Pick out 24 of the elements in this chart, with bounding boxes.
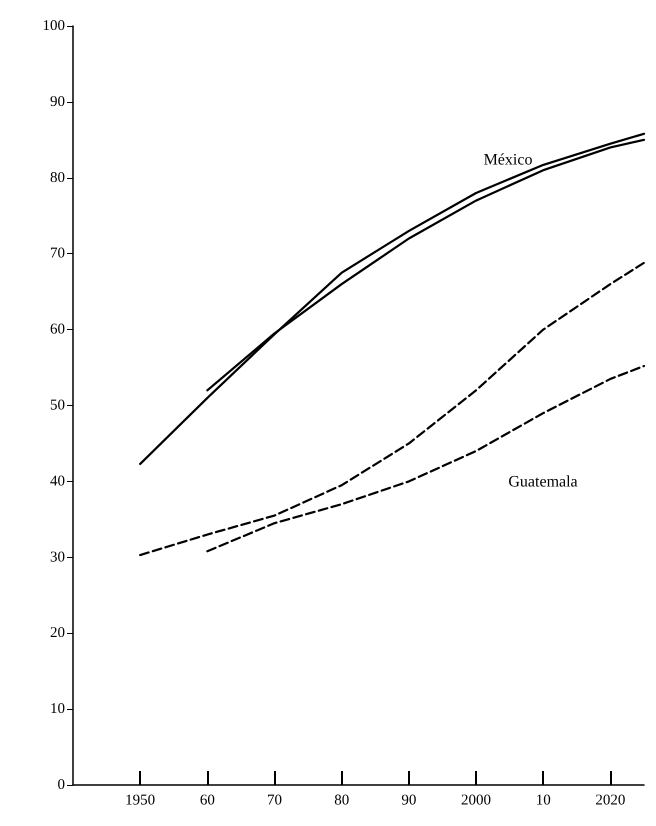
y-tick-label: 40	[50, 473, 65, 490]
y-tick-label: 30	[50, 549, 65, 566]
x-tick-label: 70	[267, 792, 282, 808]
y-tick-label: 0	[58, 777, 65, 793]
line-series	[139, 262, 646, 556]
x-tick-label: 10	[536, 792, 551, 808]
y-tick-label: 20	[50, 625, 65, 642]
x-tick-label: 2000	[461, 792, 492, 808]
y-tick-label: 100	[42, 18, 65, 34]
x-tick-label: 80	[334, 792, 350, 808]
x-tick-label: 1950	[125, 792, 156, 808]
y-tick-label: 70	[50, 246, 65, 262]
x-tick-label: 60	[200, 792, 215, 808]
y-tick-label: 60	[50, 322, 65, 338]
line-series	[206, 364, 646, 552]
y-tick-label: 90	[50, 94, 65, 110]
y-tick-label: 10	[50, 701, 65, 718]
x-tick-label: 90	[401, 792, 416, 808]
line-series	[139, 132, 646, 466]
x-tick-label: 2020	[595, 792, 626, 808]
y-tick-label: 80	[50, 170, 65, 186]
y-tick-label: 50	[50, 398, 65, 414]
annotation: Guatemala	[508, 474, 578, 490]
annotation: México	[484, 152, 532, 168]
